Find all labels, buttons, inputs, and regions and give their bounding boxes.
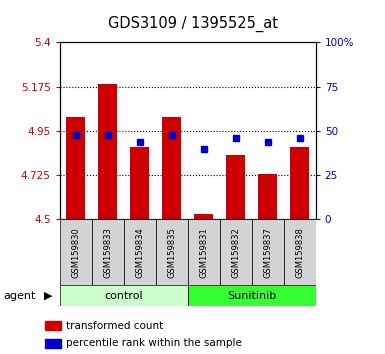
Bar bbox=[258, 174, 277, 219]
Text: GSM159830: GSM159830 bbox=[71, 227, 80, 278]
Text: GSM159834: GSM159834 bbox=[135, 227, 144, 278]
Text: GSM159831: GSM159831 bbox=[199, 227, 208, 278]
Text: GSM159833: GSM159833 bbox=[103, 227, 112, 278]
Bar bbox=[156, 219, 188, 285]
Text: percentile rank within the sample: percentile rank within the sample bbox=[65, 338, 241, 348]
Text: GSM159835: GSM159835 bbox=[167, 227, 176, 278]
Bar bbox=[60, 219, 92, 285]
Text: GSM159838: GSM159838 bbox=[295, 227, 304, 278]
Text: agent: agent bbox=[4, 291, 36, 301]
Bar bbox=[98, 84, 117, 219]
Bar bbox=[284, 219, 316, 285]
Bar bbox=[60, 285, 187, 306]
Bar bbox=[226, 155, 245, 219]
Bar bbox=[187, 219, 220, 285]
Text: transformed count: transformed count bbox=[65, 321, 163, 331]
Bar bbox=[130, 147, 149, 219]
Bar bbox=[162, 117, 181, 219]
Bar bbox=[194, 213, 213, 219]
Text: GSM159832: GSM159832 bbox=[231, 227, 240, 278]
Bar bbox=[220, 219, 252, 285]
Text: ▶: ▶ bbox=[44, 291, 52, 301]
Bar bbox=[45, 339, 60, 348]
Text: Sunitinib: Sunitinib bbox=[227, 291, 276, 301]
Text: control: control bbox=[104, 291, 143, 301]
Text: GDS3109 / 1395525_at: GDS3109 / 1395525_at bbox=[107, 16, 278, 32]
Text: GSM159837: GSM159837 bbox=[263, 227, 272, 278]
Bar bbox=[252, 219, 284, 285]
Bar bbox=[290, 147, 309, 219]
Bar bbox=[187, 285, 316, 306]
Bar bbox=[66, 117, 85, 219]
Bar bbox=[124, 219, 156, 285]
Bar bbox=[92, 219, 124, 285]
Bar bbox=[45, 321, 60, 330]
